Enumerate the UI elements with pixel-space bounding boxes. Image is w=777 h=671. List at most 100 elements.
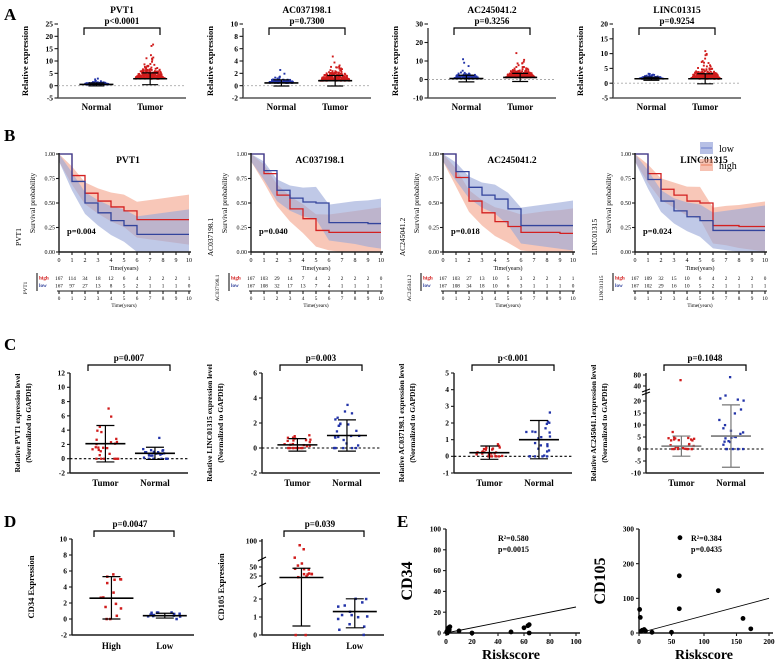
- km-legend: low high: [700, 142, 737, 172]
- p-value: p=0.3256: [475, 16, 510, 26]
- risk-x-tick: 0: [442, 296, 445, 302]
- group-label: Normal: [637, 102, 667, 112]
- risk-value-low: 4: [328, 284, 331, 290]
- x-tick-label: 7: [149, 258, 152, 264]
- risk-value-high: 2: [546, 276, 549, 282]
- y-tick-label: -5: [47, 94, 53, 103]
- risk-value-high: 167: [55, 276, 63, 282]
- data-point: [508, 629, 514, 635]
- significance-bracket: [471, 364, 555, 371]
- risk-value-low: 13: [300, 284, 306, 290]
- y-tick-label: 1.00: [237, 152, 248, 158]
- x-tick-label: 10: [186, 258, 192, 264]
- y-axis-label-line2: (Normalized to GAPDH): [216, 383, 225, 463]
- y-tick-label: 0: [604, 79, 608, 88]
- risk-value-high: 0: [380, 276, 383, 282]
- x-tick-label: 2: [660, 258, 663, 264]
- x-tick-label: 1: [71, 258, 74, 264]
- group-label: Normal: [140, 478, 170, 488]
- y-axis-label-line2: (Normalized to GAPDH): [24, 383, 33, 463]
- y-tick-label: 0.75: [621, 177, 632, 183]
- risk-x-tick: 3: [673, 296, 676, 302]
- y-tick-label: 0: [419, 75, 423, 84]
- risk-x-tick: 9: [175, 296, 178, 302]
- group-label: Low: [156, 641, 174, 651]
- y-tick-label: 6: [234, 44, 238, 53]
- risk-x-tick: 6: [712, 296, 715, 302]
- y-tick-label: 20: [434, 608, 442, 617]
- risk-x-tick: 1: [71, 296, 74, 302]
- p-value: p=0.1048: [688, 353, 723, 363]
- y-tick-label: 0: [253, 631, 257, 640]
- risk-value-low: 10: [684, 284, 690, 290]
- risk-x-tick: 4: [494, 296, 497, 302]
- x-tick-label: 5: [699, 258, 702, 264]
- y-tick-label: 4: [445, 385, 449, 394]
- risk-value-high: 2: [367, 276, 370, 282]
- risk-value-low: 10: [492, 284, 498, 290]
- panel-letter-a: A: [4, 5, 17, 24]
- ci-band-low: [251, 154, 381, 249]
- risk-x-tick: 8: [738, 296, 741, 302]
- risk-value-high: 1: [572, 276, 575, 282]
- y-tick-label: 0.00: [237, 250, 248, 256]
- risk-value-low: 1: [380, 284, 383, 290]
- risk-value-high: 12: [108, 276, 114, 282]
- y-axis-label: Survival probability: [604, 173, 613, 233]
- risk-value-low: 1: [559, 284, 562, 290]
- risk-x-tick: 9: [559, 296, 562, 302]
- x-tick-label: 8: [354, 258, 357, 264]
- risk-value-high: 27: [466, 276, 472, 282]
- x-tick-label: 6: [712, 258, 715, 264]
- x-tick-label: 100: [698, 637, 710, 646]
- y-tick-label: 6: [61, 411, 65, 420]
- risk-value-low: 16: [671, 284, 677, 290]
- y-tick-label: 0.50: [621, 201, 632, 207]
- y-tick-label: 5: [49, 69, 53, 78]
- risk-x-tick: 6: [328, 296, 331, 302]
- y-axis-label-line1: Relative LINC01315 expression level: [205, 364, 214, 482]
- x-tick-label: 3: [481, 258, 484, 264]
- risk-value-high: 4: [315, 276, 318, 282]
- risk-table-gene-label: PVT1: [23, 281, 29, 294]
- risk-value-high: 2: [751, 276, 754, 282]
- risk-value-high: 3: [520, 276, 523, 282]
- panel-c-svg: Relative PVT1 expression level (Normalize…: [13, 353, 764, 488]
- data-point: [637, 615, 643, 620]
- x-tick-label: 8: [546, 258, 549, 264]
- p-value: p=0.0435: [691, 545, 722, 554]
- panel-letter-d: D: [4, 512, 17, 531]
- scatter-points: [444, 622, 532, 636]
- significance-bracket: [93, 530, 175, 537]
- y-axis-label-line2: (Normalized to GAPDH): [408, 383, 417, 463]
- risk-value-high: 32: [658, 276, 664, 282]
- x-tick-label: 60: [520, 637, 528, 646]
- risk-x-tick: 0: [634, 296, 637, 302]
- y-tick-label: 1.00: [429, 152, 440, 158]
- risk-x-tick: 1: [455, 296, 458, 302]
- chart-title: PVT1: [116, 156, 140, 166]
- y-tick-label: 12: [58, 368, 66, 377]
- x-axis-label: Riskscore: [482, 648, 540, 663]
- data-point: [676, 573, 682, 579]
- km-side-label: LINC01315: [590, 219, 599, 255]
- x-tick-label: 2: [468, 258, 471, 264]
- risk-table-gene-label: AC037198.1: [215, 274, 221, 301]
- risk-value-high: 2: [162, 276, 165, 282]
- y-tick-label: 0: [253, 443, 257, 452]
- scatter-low: [336, 597, 369, 637]
- panel-c-chart-0: Relative PVT1 expression level (Normalize…: [13, 353, 188, 488]
- risk-value-low: 34: [466, 284, 472, 290]
- y-tick-label: 2: [253, 595, 257, 604]
- significance-bracket: [87, 364, 171, 371]
- x-tick-label: 4: [110, 258, 113, 264]
- x-tick-label: 1: [263, 258, 266, 264]
- panel-e-chart-1: CD105 300 200 100 00 50 100 150 200 Riskscore R²=0…: [592, 525, 775, 663]
- panel-d: CD34 Expression p=0.0047 10 8 6 4 2 0 -2 High Low C…: [20, 515, 390, 671]
- y-tick-label: 100: [623, 594, 635, 603]
- x-tick-label: 8: [162, 258, 165, 264]
- data-point: [444, 630, 450, 636]
